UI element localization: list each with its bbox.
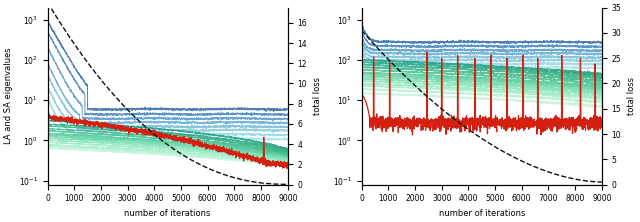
Y-axis label: total loss: total loss	[313, 77, 322, 115]
X-axis label: number of iterations: number of iterations	[438, 209, 525, 218]
Y-axis label: total loss: total loss	[627, 77, 636, 115]
X-axis label: number of iterations: number of iterations	[125, 209, 211, 218]
Y-axis label: LA and SA eigenvalues: LA and SA eigenvalues	[4, 48, 13, 145]
